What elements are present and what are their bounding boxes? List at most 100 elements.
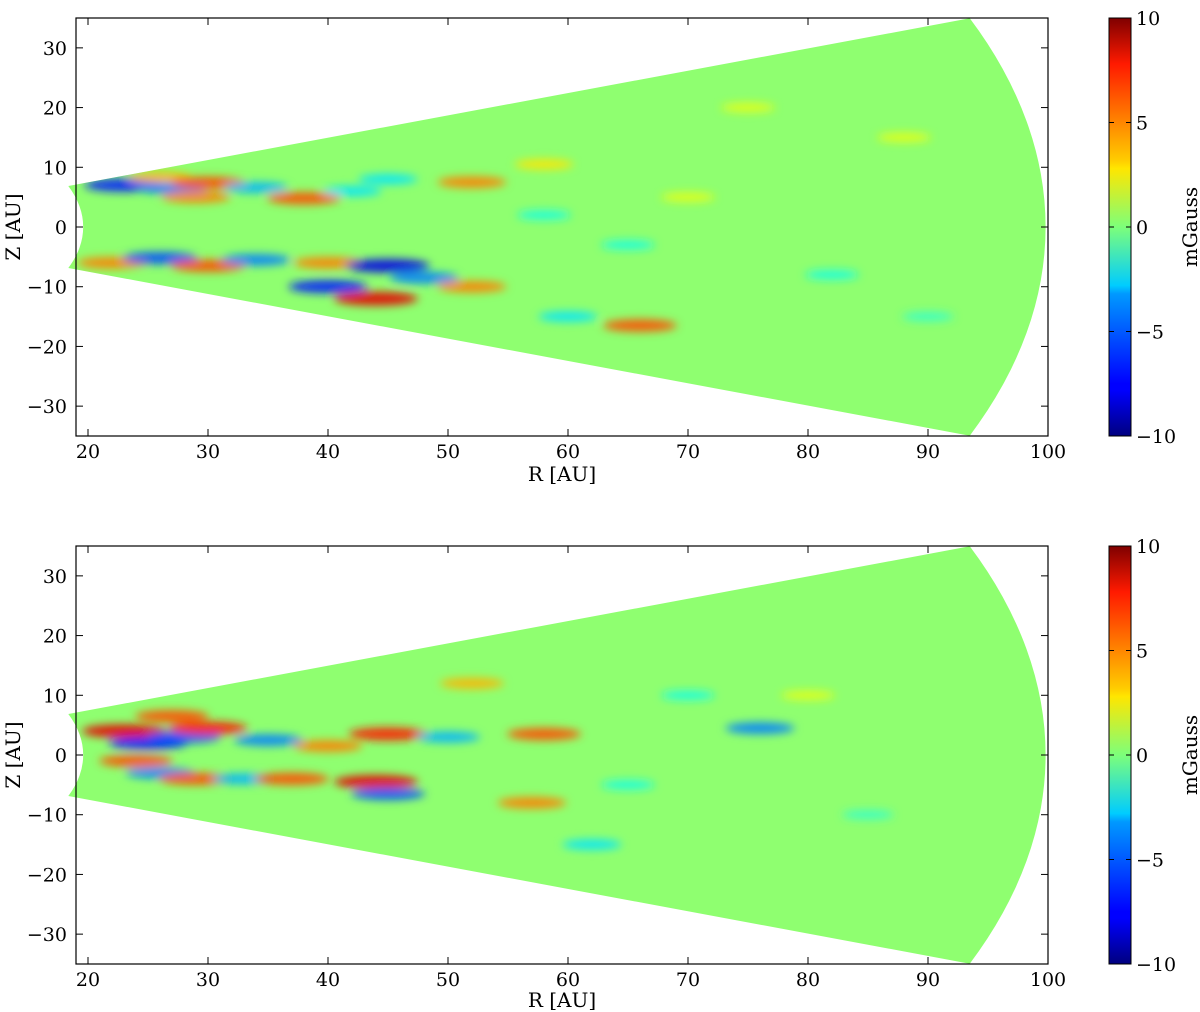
field-feature [123, 251, 197, 265]
field-feature [255, 772, 329, 785]
field-feature [351, 787, 425, 800]
field-feature [288, 280, 368, 294]
x-tick-label: 20 [76, 441, 100, 463]
field-feature [517, 210, 571, 220]
x-ticks-bottom: 20 30 40 50 60 70 80 90 100 [76, 546, 1066, 991]
colorbar-tick-label: −10 [1136, 954, 1176, 976]
field-feature [507, 728, 581, 741]
y-tick-label: 20 [43, 98, 67, 120]
field-feature [437, 280, 507, 293]
y-axis-label-bottom: Z [AU] [1, 721, 25, 788]
colorbar-label-top: mGauss [1178, 187, 1200, 267]
x-tick-label: 70 [676, 441, 700, 463]
x-tick-label: 80 [796, 441, 820, 463]
field-feature [538, 311, 598, 322]
y-axis-label-top: Z [AU] [1, 193, 25, 260]
y-tick-label: −20 [27, 336, 67, 358]
field-feature [437, 176, 507, 188]
field-feature [902, 312, 954, 322]
field-feature [267, 192, 341, 205]
x-ticks-top: 20 30 40 50 60 70 80 90 100 [76, 18, 1066, 463]
y-tick-label: 30 [43, 566, 67, 588]
y-tick-label: −20 [27, 864, 67, 886]
field-feature [168, 721, 248, 735]
y-tick-label: 0 [55, 745, 67, 767]
field-feature [322, 186, 382, 197]
y-tick-label: −10 [27, 277, 67, 299]
field-feature [358, 174, 418, 185]
colorbar-tick-label: −5 [1136, 850, 1164, 872]
field-feature [161, 191, 231, 203]
y-tick-label: −30 [27, 396, 67, 418]
field-feature [603, 319, 677, 332]
y-tick-label: 30 [43, 38, 67, 60]
x-tick-label: 50 [436, 969, 460, 991]
x-tick-label: 90 [916, 441, 940, 463]
field-feature [348, 727, 428, 741]
field-feature [514, 159, 574, 170]
x-tick-label: 40 [316, 969, 340, 991]
field-features-top [77, 102, 954, 332]
field-feature [440, 677, 504, 689]
field-feature [416, 731, 480, 743]
x-tick-label: 60 [556, 441, 580, 463]
x-tick-label: 100 [1030, 441, 1066, 463]
field-feature [159, 772, 233, 785]
colorbar-tick-label: 10 [1136, 536, 1160, 558]
field-feature [293, 740, 363, 752]
field-feature [82, 724, 166, 738]
field-feature [334, 775, 418, 789]
field-feature [562, 839, 622, 850]
field-feature [293, 257, 363, 269]
field-feature [805, 270, 859, 280]
y-tick-label: −10 [27, 805, 67, 827]
x-tick-label: 80 [796, 969, 820, 991]
x-axis-label-bottom: R [AU] [528, 988, 596, 1012]
x-tick-label: 30 [196, 441, 220, 463]
y-ticks-top: −30 −20 −10 0 10 20 30 [27, 38, 1048, 418]
colorbar-tick-label: 0 [1136, 745, 1148, 767]
y-tick-label: −30 [27, 924, 67, 946]
x-tick-label: 100 [1030, 969, 1066, 991]
colorbar-ticks-top: −10 −5 0 5 10 [1109, 8, 1176, 448]
field-feature [389, 272, 459, 284]
field-feature [497, 797, 567, 809]
colorbar-tick-label: 10 [1136, 8, 1160, 30]
field-feature [233, 734, 303, 746]
y-ticks-bottom: −30 −20 −10 0 10 20 30 [27, 566, 1048, 946]
colorbar-tick-label: −10 [1136, 426, 1176, 448]
y-tick-label: 10 [43, 157, 67, 179]
field-feature [221, 254, 291, 266]
field-feature [99, 754, 173, 768]
panel-top: 20 30 40 50 60 70 80 90 100 −30 −20 −10 0 10 20 30 R [… [1, 8, 1200, 486]
field-features-bottom [82, 677, 894, 850]
x-tick-label: 90 [916, 969, 940, 991]
field-feature [725, 722, 795, 734]
field-feature [334, 291, 418, 306]
y-tick-label: 20 [43, 626, 67, 648]
field-feature [135, 710, 209, 723]
field-feature [601, 240, 655, 250]
x-tick-label: 40 [316, 441, 340, 463]
colorbar-tick-label: 5 [1136, 113, 1148, 135]
x-tick-label: 30 [196, 969, 220, 991]
field-feature [842, 810, 894, 820]
field-feature [877, 132, 931, 143]
x-tick-label: 50 [436, 441, 460, 463]
wedge-domain-bottom [68, 546, 1046, 964]
field-feature [661, 192, 715, 202]
field-feature [601, 780, 655, 790]
x-tick-label: 70 [676, 969, 700, 991]
colorbar-tick-label: 0 [1136, 217, 1148, 239]
colorbar-label-bottom: mGauss [1178, 715, 1200, 795]
x-tick-label: 20 [76, 969, 100, 991]
x-axis-label-top: R [AU] [528, 462, 596, 486]
y-tick-label: 10 [43, 685, 67, 707]
field-feature [346, 259, 430, 273]
colorbar-tick-label: −5 [1136, 322, 1164, 344]
field-feature [721, 102, 775, 113]
field-feature [781, 690, 835, 700]
field-feature [661, 690, 715, 700]
